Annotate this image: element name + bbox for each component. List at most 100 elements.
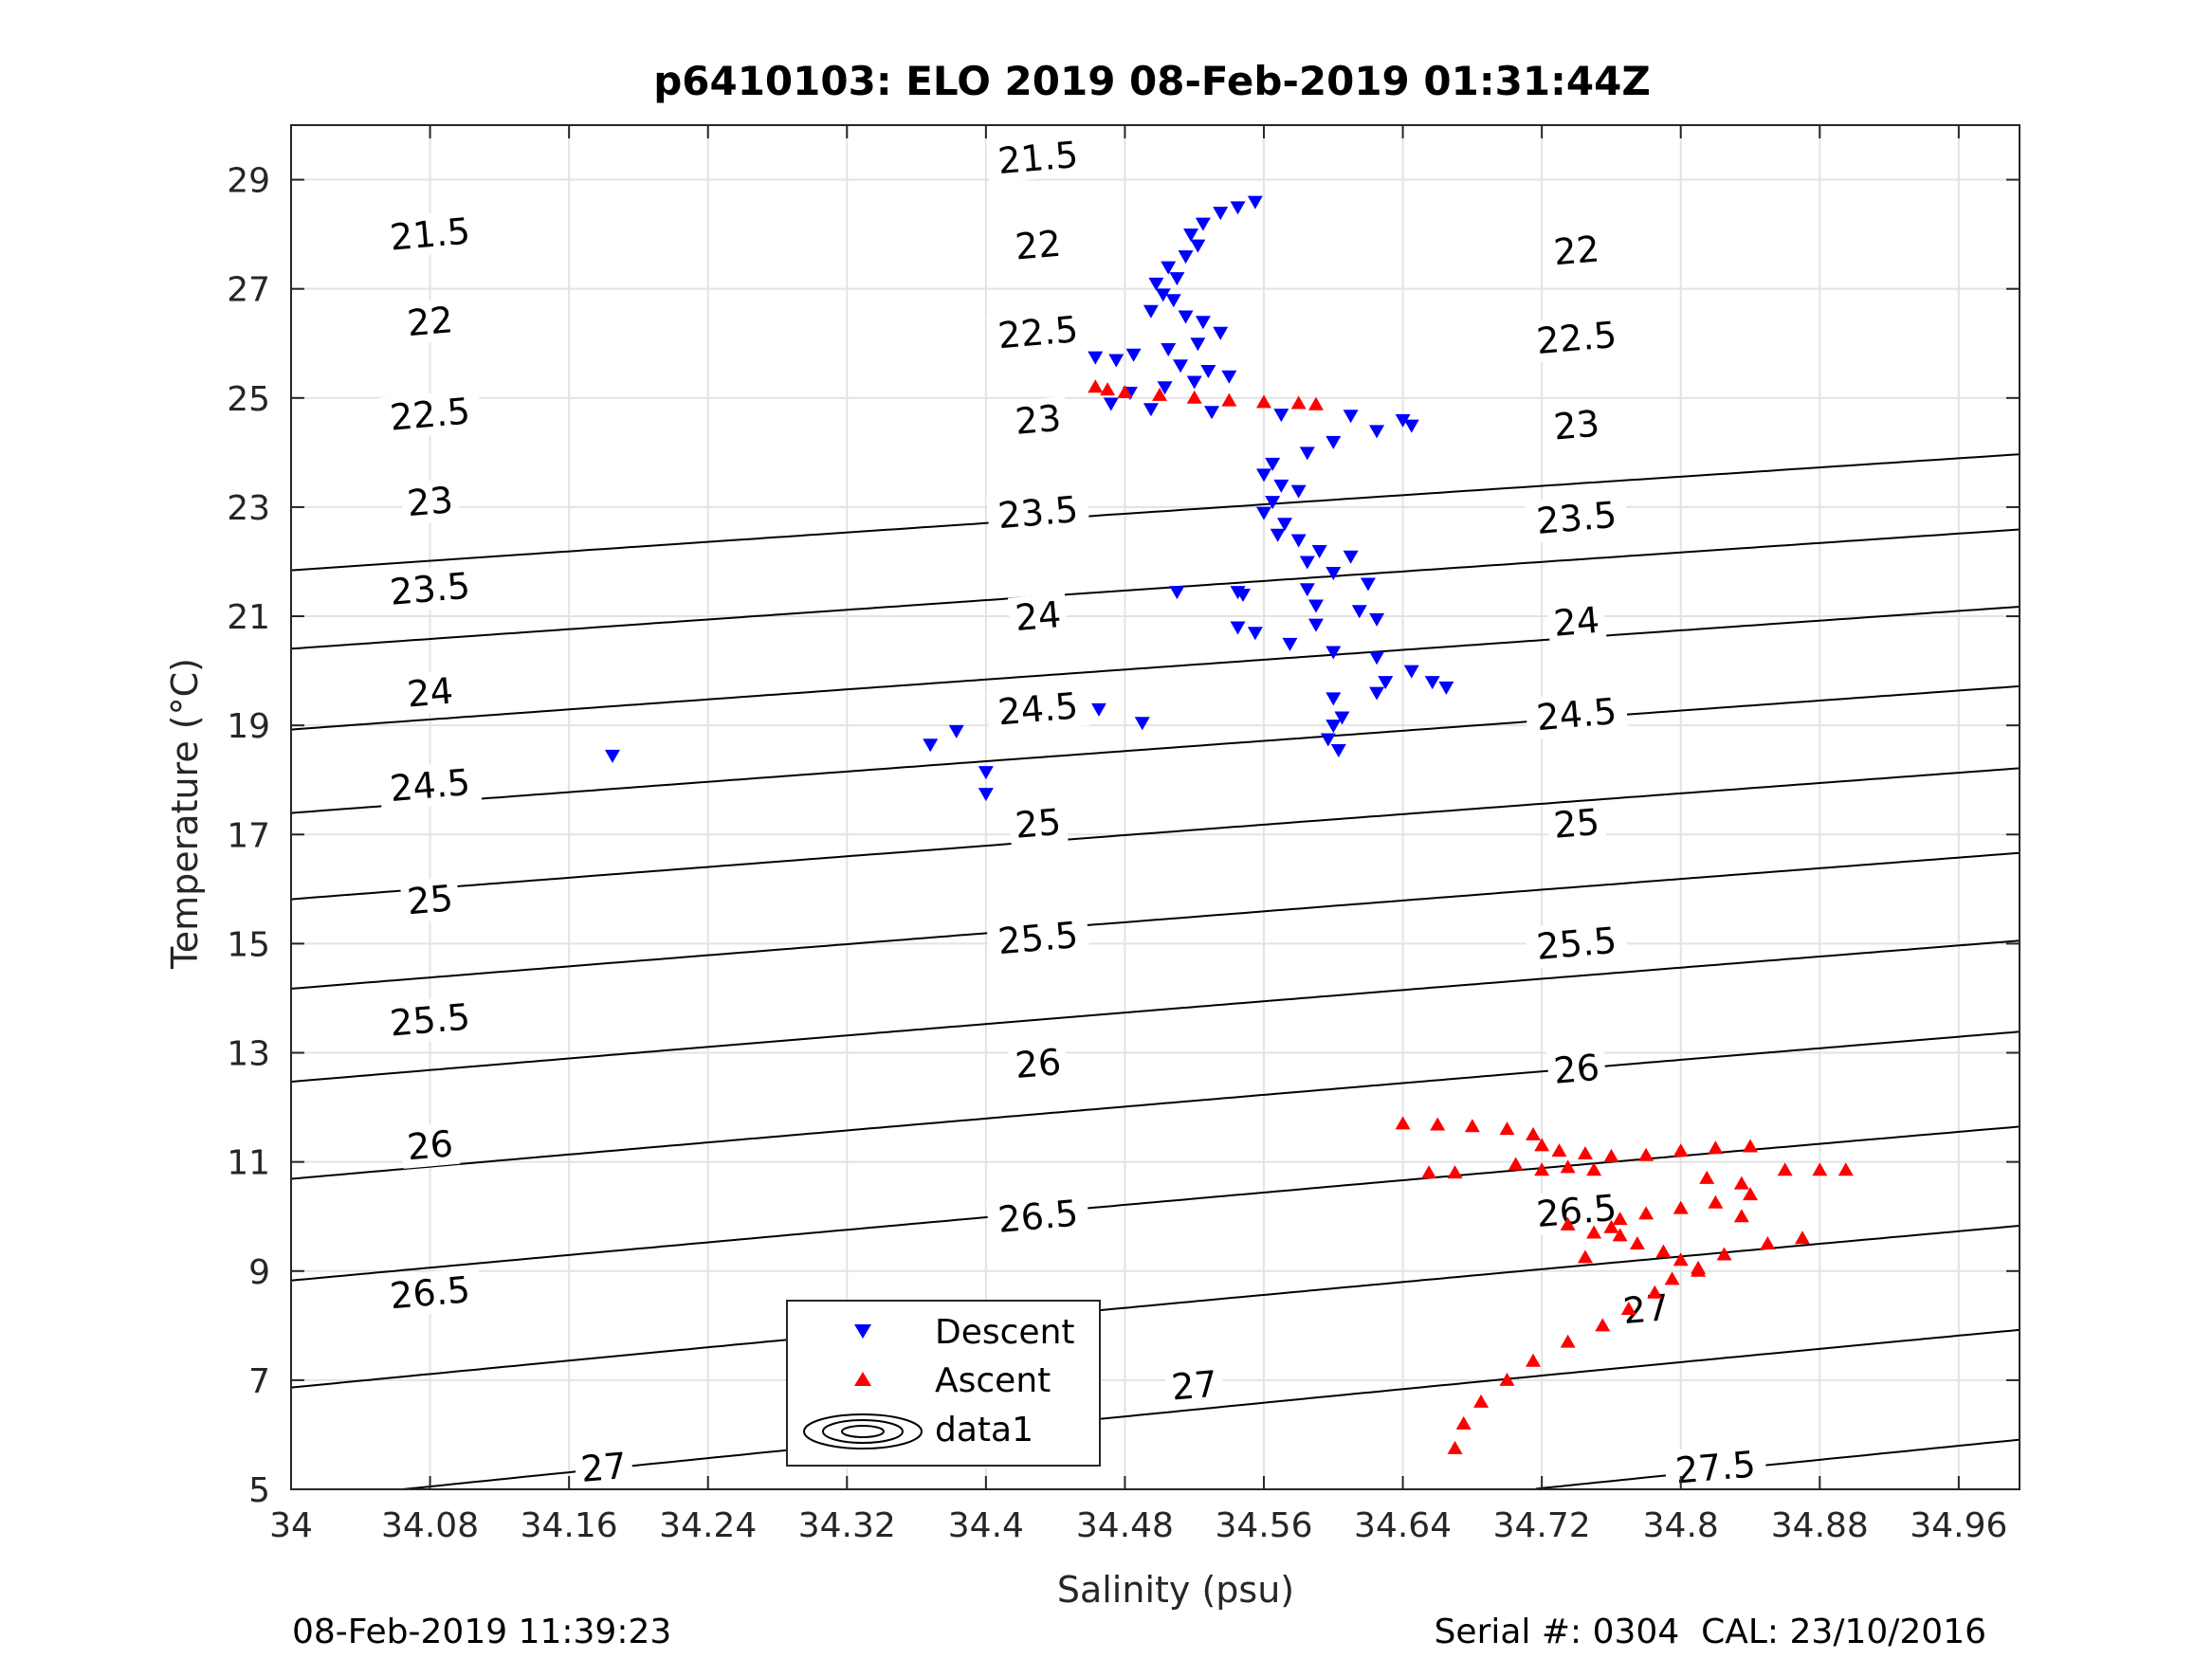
legend-ascent-marker	[854, 1372, 871, 1386]
descent-point	[1299, 556, 1315, 570]
descent-point	[1148, 277, 1164, 291]
contour-label-backdrop	[1163, 1362, 1225, 1410]
plot-area-frame	[290, 124, 2020, 1490]
x-tick-label: 34.24	[659, 1506, 757, 1545]
ascent-point	[1421, 1165, 1437, 1179]
descent-point	[1178, 310, 1194, 324]
ascent-point	[1760, 1235, 1776, 1249]
contour-label: 22	[1014, 223, 1063, 268]
contour-label-backdrop	[1545, 598, 1607, 646]
descent-point	[1213, 326, 1229, 340]
contour-label-backdrop	[986, 487, 1090, 538]
contour-label: 26.5	[1535, 1187, 1618, 1235]
contour-label: 24.5	[389, 761, 472, 810]
descent-point	[1403, 665, 1419, 679]
ascent-point	[1525, 1126, 1541, 1140]
contour-label: 25	[406, 877, 455, 922]
contour-line	[290, 606, 2020, 731]
descent-point	[1403, 419, 1419, 433]
contour-label-backdrop	[399, 298, 461, 345]
descent-point	[1178, 250, 1194, 264]
ascent-point	[1577, 1146, 1593, 1160]
contour-label-backdrop	[1525, 492, 1629, 543]
legend-descent-marker	[854, 1324, 871, 1339]
x-tick-label: 34.16	[521, 1506, 618, 1545]
y-tick-label: 25	[227, 380, 270, 419]
contour-label: 27	[579, 1445, 629, 1490]
contour-line	[290, 939, 2020, 1084]
contour-label-backdrop	[399, 478, 461, 525]
descent-point	[1173, 359, 1189, 374]
descent-point	[1360, 577, 1376, 592]
ascent-point	[1117, 385, 1133, 399]
descent-point	[1311, 544, 1327, 558]
y-axis-ticks: 5 7 9 11 13 15 17 19 21 23 25 27 29	[227, 162, 2020, 1510]
descent-point	[1213, 207, 1229, 221]
descent-point	[1256, 468, 1272, 483]
descent-point	[1334, 711, 1350, 725]
ascent-point	[1586, 1162, 1602, 1176]
contour-label: 21.5	[996, 134, 1080, 182]
ascent-point	[1620, 1302, 1636, 1316]
descent-point	[1290, 484, 1307, 499]
ascent-point	[1673, 1200, 1689, 1214]
descent-point	[1299, 583, 1315, 597]
x-axis-label: Salinity (psu)	[1057, 1569, 1294, 1611]
x-axis-ticks: 34 34.08 34.16 34.24 34.32 34.4 34.48 34.56 34.6…	[269, 125, 2007, 1545]
descent-point	[1438, 681, 1454, 695]
contour-label-backdrop	[1008, 800, 1069, 848]
descent-point	[1325, 646, 1342, 660]
contour-label: 21.5	[389, 210, 472, 259]
descent-point	[1343, 410, 1359, 424]
ascent-point	[1290, 395, 1307, 410]
ascent-point	[1777, 1162, 1793, 1176]
descent-point	[1090, 702, 1106, 717]
y-tick-label: 5	[248, 1471, 270, 1510]
y-tick-label: 19	[227, 707, 270, 746]
descent-point	[1369, 651, 1385, 665]
ascent-point	[1603, 1219, 1619, 1233]
contour-label: 24	[406, 670, 455, 716]
y-tick-label: 15	[227, 925, 270, 964]
ascent-point	[1221, 392, 1237, 407]
descent-point	[1088, 351, 1104, 365]
contour-label: 27.5	[1673, 1443, 1757, 1491]
y-tick-label: 17	[227, 816, 270, 855]
ascent-point	[1691, 1260, 1707, 1274]
descent-point	[1299, 447, 1315, 461]
contour-line	[290, 767, 2020, 901]
contour-label-backdrop	[986, 913, 1090, 964]
descent-point	[1330, 744, 1346, 758]
x-tick-label: 34.48	[1076, 1506, 1174, 1545]
contour-label-backdrop	[1525, 689, 1629, 740]
contour-label: 23	[406, 479, 455, 524]
ascent-point	[1473, 1394, 1490, 1408]
y-tick-label: 23	[227, 489, 270, 528]
contour-label: 22.5	[389, 390, 472, 438]
ascent-point	[1629, 1235, 1645, 1249]
ascent-series	[1088, 379, 1854, 1454]
contour-label: 22.5	[996, 308, 1080, 356]
legend-descent-label: Descent	[935, 1313, 1075, 1352]
descent-point	[1265, 457, 1281, 471]
ascent-point	[1534, 1138, 1550, 1152]
x-tick-label: 34.88	[1771, 1506, 1869, 1545]
ascent-point	[1447, 1165, 1463, 1179]
descent-point	[1221, 370, 1237, 384]
contour-label-backdrop	[1008, 222, 1069, 269]
ascent-point	[1743, 1139, 1759, 1153]
descent-point	[1424, 676, 1440, 690]
descent-point	[1143, 403, 1159, 417]
ascent-point	[1447, 1440, 1463, 1454]
descent-point	[1351, 605, 1367, 619]
contour-label: 25.5	[389, 995, 472, 1044]
contour-line	[1535, 1438, 2020, 1490]
contour-line	[290, 453, 2020, 572]
contour-label: 26	[406, 1122, 455, 1168]
x-tick-label: 34.72	[1493, 1506, 1591, 1545]
contour-label: 25	[1014, 801, 1063, 847]
descent-point	[604, 749, 620, 763]
descent-point	[1200, 365, 1216, 379]
ascent-point	[1708, 1194, 1724, 1209]
descent-point	[1169, 272, 1185, 286]
